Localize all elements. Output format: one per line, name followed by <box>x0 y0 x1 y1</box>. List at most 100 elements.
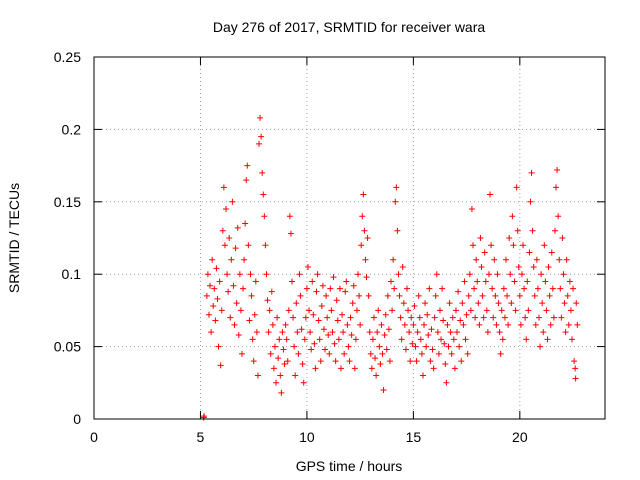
data-point <box>491 256 498 263</box>
data-point <box>258 133 265 140</box>
data-point <box>574 321 581 328</box>
data-point <box>458 358 465 365</box>
data-point <box>480 314 487 321</box>
data-point <box>334 317 341 324</box>
data-point <box>345 343 352 350</box>
data-point <box>488 242 495 249</box>
data-point <box>337 365 344 372</box>
data-point <box>295 350 302 357</box>
data-point <box>485 271 492 278</box>
data-point <box>498 307 505 314</box>
data-point <box>467 307 474 314</box>
data-point <box>451 365 458 372</box>
data-point <box>494 271 501 278</box>
data-point <box>548 249 555 256</box>
data-point <box>499 336 506 343</box>
data-point <box>283 336 290 343</box>
data-point <box>389 307 396 314</box>
data-point <box>511 278 518 285</box>
data-point <box>428 326 435 333</box>
data-point <box>349 300 356 307</box>
data-point <box>493 321 500 328</box>
data-point <box>363 274 370 281</box>
data-point <box>524 278 531 285</box>
data-point <box>350 282 357 289</box>
data-point <box>358 242 365 249</box>
data-point <box>520 242 527 249</box>
data-point <box>253 329 260 336</box>
data-point <box>450 336 457 343</box>
data-point <box>532 321 539 328</box>
data-point <box>290 314 297 321</box>
data-point <box>231 321 238 328</box>
data-point <box>322 346 329 353</box>
data-point <box>260 191 267 198</box>
data-point <box>302 314 309 321</box>
data-point <box>269 321 276 328</box>
data-point <box>544 336 551 343</box>
data-point <box>496 329 503 336</box>
data-point <box>307 329 314 336</box>
data-point <box>329 329 336 336</box>
data-point <box>370 314 377 321</box>
data-point <box>397 314 404 321</box>
data-point <box>462 336 469 343</box>
data-point <box>510 242 517 249</box>
data-point <box>455 288 462 295</box>
data-point <box>211 285 218 292</box>
data-point <box>526 249 533 256</box>
data-point <box>500 285 507 292</box>
data-point <box>516 292 523 299</box>
data-point <box>523 336 530 343</box>
data-point <box>235 332 242 339</box>
data-point <box>313 288 320 295</box>
data-point <box>245 242 252 249</box>
data-point <box>282 321 289 328</box>
data-point <box>287 230 294 237</box>
data-point <box>330 274 337 281</box>
data-point <box>270 365 277 372</box>
data-point <box>265 329 272 336</box>
data-point <box>540 329 547 336</box>
data-point <box>392 198 399 205</box>
data-point <box>534 285 541 292</box>
data-point <box>378 321 385 328</box>
data-point <box>410 321 417 328</box>
data-point <box>218 307 225 314</box>
data-point <box>279 329 286 336</box>
data-point <box>445 343 452 350</box>
data-point <box>303 285 310 292</box>
data-point <box>204 271 211 278</box>
y-tick-label: 0.2 <box>62 121 82 137</box>
data-point <box>525 307 532 314</box>
y-tick-label: 0 <box>73 411 81 427</box>
data-point <box>446 300 453 307</box>
data-point <box>434 329 441 336</box>
data-point <box>268 288 275 295</box>
data-point <box>297 292 304 299</box>
data-point <box>234 224 241 231</box>
data-point <box>442 360 449 367</box>
data-point <box>226 235 233 241</box>
data-point <box>213 265 220 272</box>
data-point <box>393 184 400 191</box>
data-point <box>342 288 349 295</box>
data-point <box>377 360 384 367</box>
data-point <box>304 263 311 270</box>
data-point <box>483 307 490 314</box>
data-point <box>394 227 401 234</box>
data-point <box>261 213 268 220</box>
data-point <box>440 317 447 324</box>
data-point <box>529 227 536 234</box>
data-point <box>487 191 494 198</box>
chart-title: Day 276 of 2017, SRMTID for receiver war… <box>213 19 486 35</box>
data-point <box>551 227 558 234</box>
data-point <box>478 263 485 270</box>
data-point <box>366 329 373 336</box>
data-point <box>243 177 250 184</box>
data-point <box>571 358 578 365</box>
data-point <box>423 343 430 350</box>
data-point <box>560 271 567 278</box>
data-point <box>425 332 432 339</box>
data-point <box>409 340 416 347</box>
